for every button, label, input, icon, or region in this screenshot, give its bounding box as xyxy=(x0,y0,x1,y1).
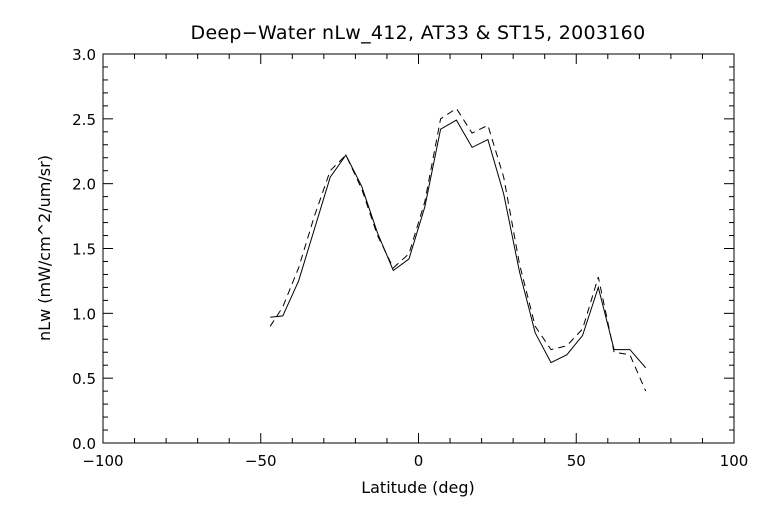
x-tick-label: 50 xyxy=(567,452,586,470)
x-tick-label: 0 xyxy=(414,452,424,470)
x-tick-label: 100 xyxy=(720,452,749,470)
x-tick-label: −100 xyxy=(82,452,123,470)
y-tick-label: 3.0 xyxy=(72,46,96,64)
x-tick-label: −50 xyxy=(245,452,277,470)
y-tick-label: 2.0 xyxy=(72,176,96,194)
y-tick-label: 1.0 xyxy=(72,305,96,323)
y-axis-label: nLw (mW/cm^2/um/sr) xyxy=(35,155,54,341)
y-tick-label: 0.5 xyxy=(72,370,96,388)
series-solid-line xyxy=(270,119,647,369)
x-axis-label: Latitude (deg) xyxy=(361,478,475,497)
chart-title: Deep−Water nLw_412, AT33 & ST15, 2003160 xyxy=(191,22,646,44)
series-dashed-line xyxy=(269,107,647,392)
plot-frame xyxy=(102,53,735,444)
series-layer xyxy=(269,107,647,392)
axis-ticks: −100 −50 0 50 100 0.0 0.5 1.0 1.5 2.0 2.5 3.0 xyxy=(72,46,748,470)
y-tick-label: 2.5 xyxy=(72,111,96,129)
y-tick-label: 0.0 xyxy=(72,435,96,453)
y-tick-label: 1.5 xyxy=(72,241,96,259)
